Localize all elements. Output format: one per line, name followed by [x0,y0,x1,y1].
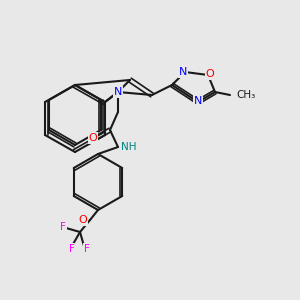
Text: F: F [69,244,75,254]
Text: N: N [194,96,202,106]
Text: O: O [78,215,87,225]
Text: CH₃: CH₃ [236,90,255,100]
Text: F: F [60,222,66,232]
Text: N: N [114,87,122,97]
Text: O: O [88,133,98,143]
Text: N: N [179,67,187,77]
Text: NH: NH [121,142,136,152]
Text: O: O [206,69,214,79]
Text: F: F [84,244,90,254]
